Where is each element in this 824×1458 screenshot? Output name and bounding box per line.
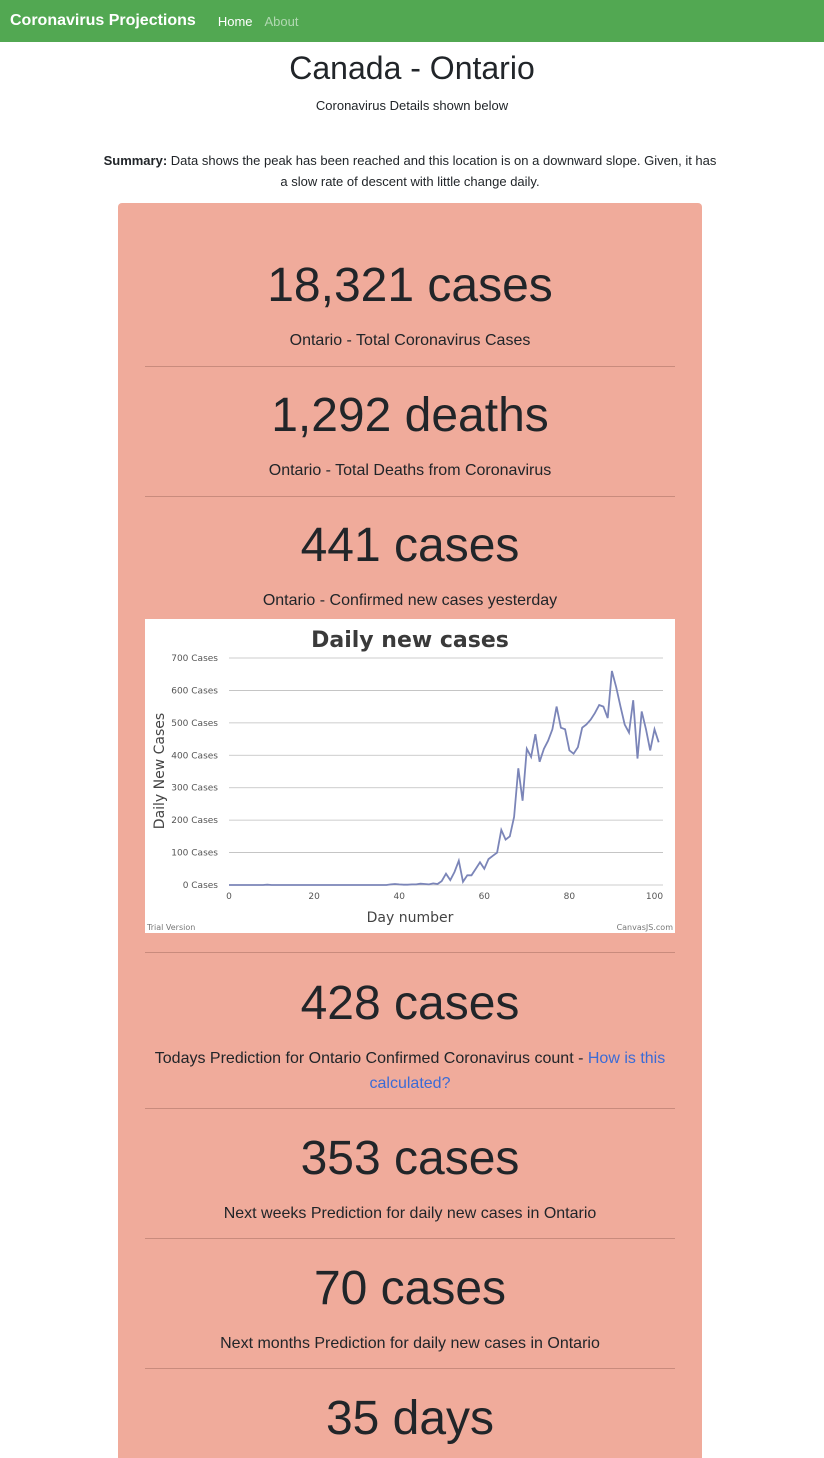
summary-text: Data shows the peak has been reached and… xyxy=(170,153,717,189)
chart-title: Daily new cases xyxy=(311,628,509,653)
summary: Summary: Data shows the peak has been re… xyxy=(100,150,720,192)
chart-y-axis-label: Daily New Cases xyxy=(152,713,168,829)
stat-next-month-prediction: 70 cases Next months Prediction for dail… xyxy=(118,1261,702,1356)
stat-value: 18,321 cases xyxy=(267,259,553,312)
divider xyxy=(145,496,675,497)
stat-label: Next months Prediction for daily new cas… xyxy=(220,1335,600,1352)
stat-total-deaths: 1,292 deaths Ontario - Total Deaths from… xyxy=(118,388,702,483)
stat-value: 441 cases xyxy=(300,519,520,572)
chart-y-tick-label: 700 Cases xyxy=(171,654,218,664)
stat-next-week-prediction: 353 cases Next weeks Prediction for dail… xyxy=(118,1131,702,1226)
stat-value: 70 cases xyxy=(313,1262,507,1315)
page-subtitle: Coronavirus Details shown below xyxy=(315,98,509,113)
series-line xyxy=(229,670,660,886)
chart-y-tick-label: 600 Cases xyxy=(171,686,218,696)
chart-y-tick-labels: 0 Cases 100 Cases 200 Cases 300 Cases 400 Ca… xyxy=(171,654,218,891)
chart-x-tick-label: 40 xyxy=(393,892,405,902)
stat-label: Ontario - Total Deaths from Coronavirus xyxy=(268,462,552,479)
summary-lead: Summary: xyxy=(103,153,168,168)
divider xyxy=(145,1368,675,1369)
how-calculated-link[interactable]: How is this calculated? xyxy=(369,1050,666,1092)
chart-gridlines xyxy=(229,657,663,886)
daily-new-cases-chart: Daily new cases 0 Cases 100 Cases 200 Case… xyxy=(145,619,675,933)
chart-y-tick-label: 100 Cases xyxy=(171,849,218,859)
navbar: Coronavirus Projections Home About xyxy=(0,0,824,42)
nav-home-link[interactable]: Home xyxy=(217,13,253,29)
stat-value: 1,292 deaths xyxy=(271,389,549,442)
chart-x-axis-label: Day number xyxy=(367,910,454,926)
stat-total-cases: 18,321 cases Ontario - Total Coronavirus… xyxy=(118,258,702,353)
chart-x-tick-label: 0 xyxy=(226,892,232,902)
chart-y-tick-label: 0 Cases xyxy=(183,881,219,891)
nav-about-link[interactable]: About xyxy=(264,13,299,29)
chart-footer-trial: Trial Version xyxy=(147,923,196,932)
stat-label: Ontario - Total Coronavirus Cases xyxy=(289,332,531,349)
divider xyxy=(145,1238,675,1239)
divider xyxy=(145,366,675,367)
stat-value: 353 cases xyxy=(300,1132,520,1185)
stat-today-prediction: 428 cases Todays Prediction for Ontario … xyxy=(118,976,702,1096)
stat-value: 35 days xyxy=(325,1392,495,1445)
stat-value: 428 cases xyxy=(300,977,520,1030)
divider xyxy=(145,952,675,953)
stat-label: Todays Prediction for Ontario Confirmed … xyxy=(118,1046,702,1096)
chart-y-tick-label: 400 Cases xyxy=(171,751,218,761)
chart-y-tick-label: 500 Cases xyxy=(171,719,218,729)
chart-x-tick-labels: 0 20 40 60 80 100 xyxy=(226,892,663,902)
stat-new-cases-yesterday: 441 cases Ontario - Confirmed new cases … xyxy=(118,518,702,613)
chart-y-tick-label: 300 Cases xyxy=(171,784,218,794)
chart-x-tick-label: 20 xyxy=(308,892,320,902)
chart-x-tick-label: 60 xyxy=(479,892,491,902)
brand-link[interactable]: Coronavirus Projections xyxy=(10,12,196,29)
divider xyxy=(145,1108,675,1109)
chart-x-tick-label: 100 xyxy=(646,892,663,902)
stat-label: Ontario - Confirmed new cases yesterday xyxy=(262,592,558,609)
chart-y-tick-label: 200 Cases xyxy=(171,816,218,826)
stat-days: 35 days xyxy=(118,1391,702,1447)
chart-footer-credit[interactable]: CanvasJS.com xyxy=(616,923,673,932)
page-title: Canada - Ontario xyxy=(289,50,535,86)
chart-x-tick-label: 80 xyxy=(564,892,576,902)
stat-label-text: Todays Prediction for Ontario Confirmed … xyxy=(154,1050,588,1067)
stats-card: 18,321 cases Ontario - Total Coronavirus… xyxy=(118,203,702,1458)
stat-label: Next weeks Prediction for daily new case… xyxy=(223,1205,597,1222)
